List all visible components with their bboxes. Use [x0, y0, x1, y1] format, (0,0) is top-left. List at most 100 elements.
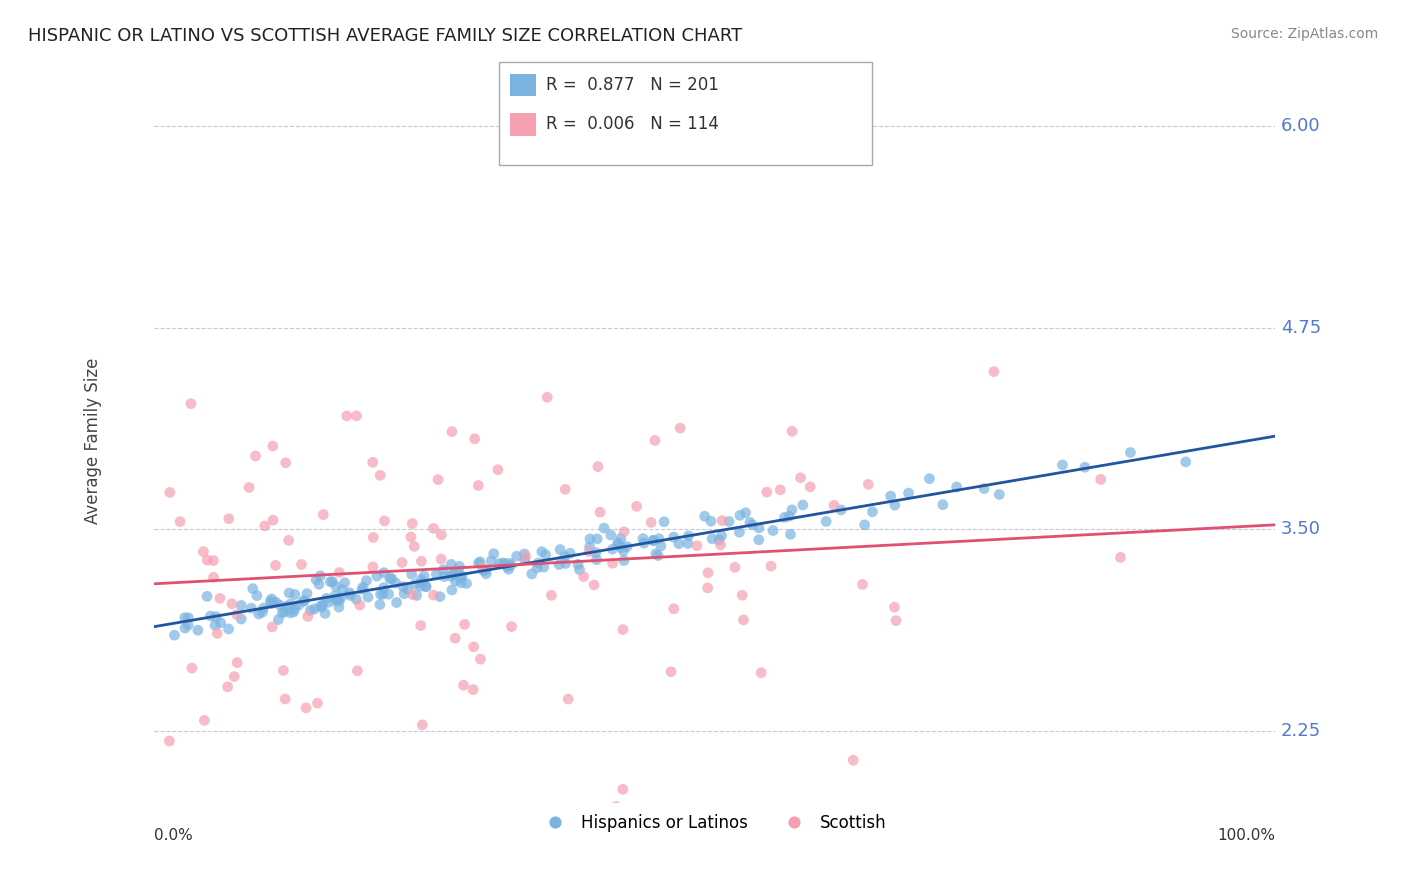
- Point: [498, 562, 520, 576]
- Text: 0.0%: 0.0%: [155, 828, 193, 843]
- Point: [312, 508, 335, 522]
- Point: [339, 589, 361, 603]
- Point: [290, 558, 312, 572]
- Point: [204, 618, 226, 632]
- Text: 6.00: 6.00: [1281, 117, 1320, 135]
- Point: [945, 480, 967, 494]
- Point: [676, 536, 699, 550]
- Point: [728, 525, 751, 540]
- Point: [163, 628, 186, 642]
- Point: [444, 631, 467, 645]
- Point: [613, 553, 636, 567]
- Point: [585, 552, 607, 566]
- Point: [321, 574, 343, 589]
- Point: [295, 701, 318, 715]
- Point: [218, 622, 240, 636]
- Point: [411, 554, 433, 568]
- Point: [209, 615, 232, 630]
- Point: [180, 397, 202, 411]
- Point: [554, 557, 576, 571]
- Point: [643, 533, 665, 548]
- Point: [883, 498, 905, 512]
- Point: [350, 582, 373, 597]
- Point: [315, 591, 337, 606]
- Point: [463, 640, 485, 654]
- Point: [453, 678, 475, 692]
- Point: [425, 567, 447, 582]
- Point: [851, 577, 873, 591]
- Point: [759, 559, 782, 574]
- Point: [779, 527, 801, 541]
- Point: [789, 471, 811, 485]
- Point: [773, 510, 796, 524]
- Point: [328, 566, 350, 580]
- Point: [173, 611, 195, 625]
- Point: [174, 621, 197, 635]
- Point: [554, 549, 576, 564]
- Point: [1090, 472, 1112, 486]
- Point: [357, 590, 380, 604]
- Point: [557, 692, 579, 706]
- Point: [605, 799, 627, 814]
- Point: [366, 569, 388, 583]
- Point: [280, 597, 302, 611]
- Point: [513, 547, 536, 561]
- Point: [973, 482, 995, 496]
- Point: [311, 599, 333, 614]
- Point: [385, 595, 408, 609]
- Point: [659, 665, 682, 679]
- Point: [879, 489, 901, 503]
- Point: [711, 514, 734, 528]
- Point: [381, 572, 404, 586]
- Point: [578, 540, 600, 554]
- Point: [602, 542, 624, 557]
- Point: [396, 582, 419, 597]
- Point: [823, 498, 845, 512]
- Point: [180, 661, 202, 675]
- Point: [221, 597, 243, 611]
- Point: [578, 544, 600, 558]
- Point: [780, 503, 803, 517]
- Point: [610, 541, 633, 555]
- Point: [693, 509, 716, 524]
- Point: [558, 546, 581, 560]
- Point: [284, 587, 307, 601]
- Point: [456, 576, 478, 591]
- Point: [177, 618, 200, 632]
- Point: [427, 473, 450, 487]
- Point: [710, 529, 733, 543]
- Point: [897, 486, 920, 500]
- Point: [217, 680, 239, 694]
- Point: [662, 530, 685, 544]
- Point: [606, 538, 628, 552]
- Text: R =  0.877   N = 201: R = 0.877 N = 201: [546, 76, 718, 94]
- Point: [612, 623, 634, 637]
- Point: [329, 591, 352, 605]
- Point: [187, 624, 209, 638]
- Point: [450, 571, 472, 585]
- Point: [245, 449, 267, 463]
- Point: [349, 598, 371, 612]
- Point: [612, 544, 634, 558]
- Point: [613, 524, 636, 539]
- Point: [599, 528, 621, 542]
- Point: [273, 605, 295, 619]
- Point: [384, 575, 406, 590]
- Point: [463, 682, 485, 697]
- Point: [755, 485, 778, 500]
- Text: R =  0.006   N = 114: R = 0.006 N = 114: [546, 115, 718, 133]
- Point: [297, 609, 319, 624]
- Point: [415, 580, 437, 594]
- Point: [177, 610, 200, 624]
- Point: [328, 600, 350, 615]
- Point: [304, 602, 326, 616]
- Point: [247, 607, 270, 621]
- Point: [734, 506, 756, 520]
- Point: [741, 517, 763, 532]
- Point: [738, 516, 761, 530]
- Point: [260, 597, 283, 611]
- Point: [440, 582, 463, 597]
- Point: [536, 390, 558, 404]
- Text: 2.25: 2.25: [1281, 722, 1320, 739]
- Point: [370, 587, 392, 601]
